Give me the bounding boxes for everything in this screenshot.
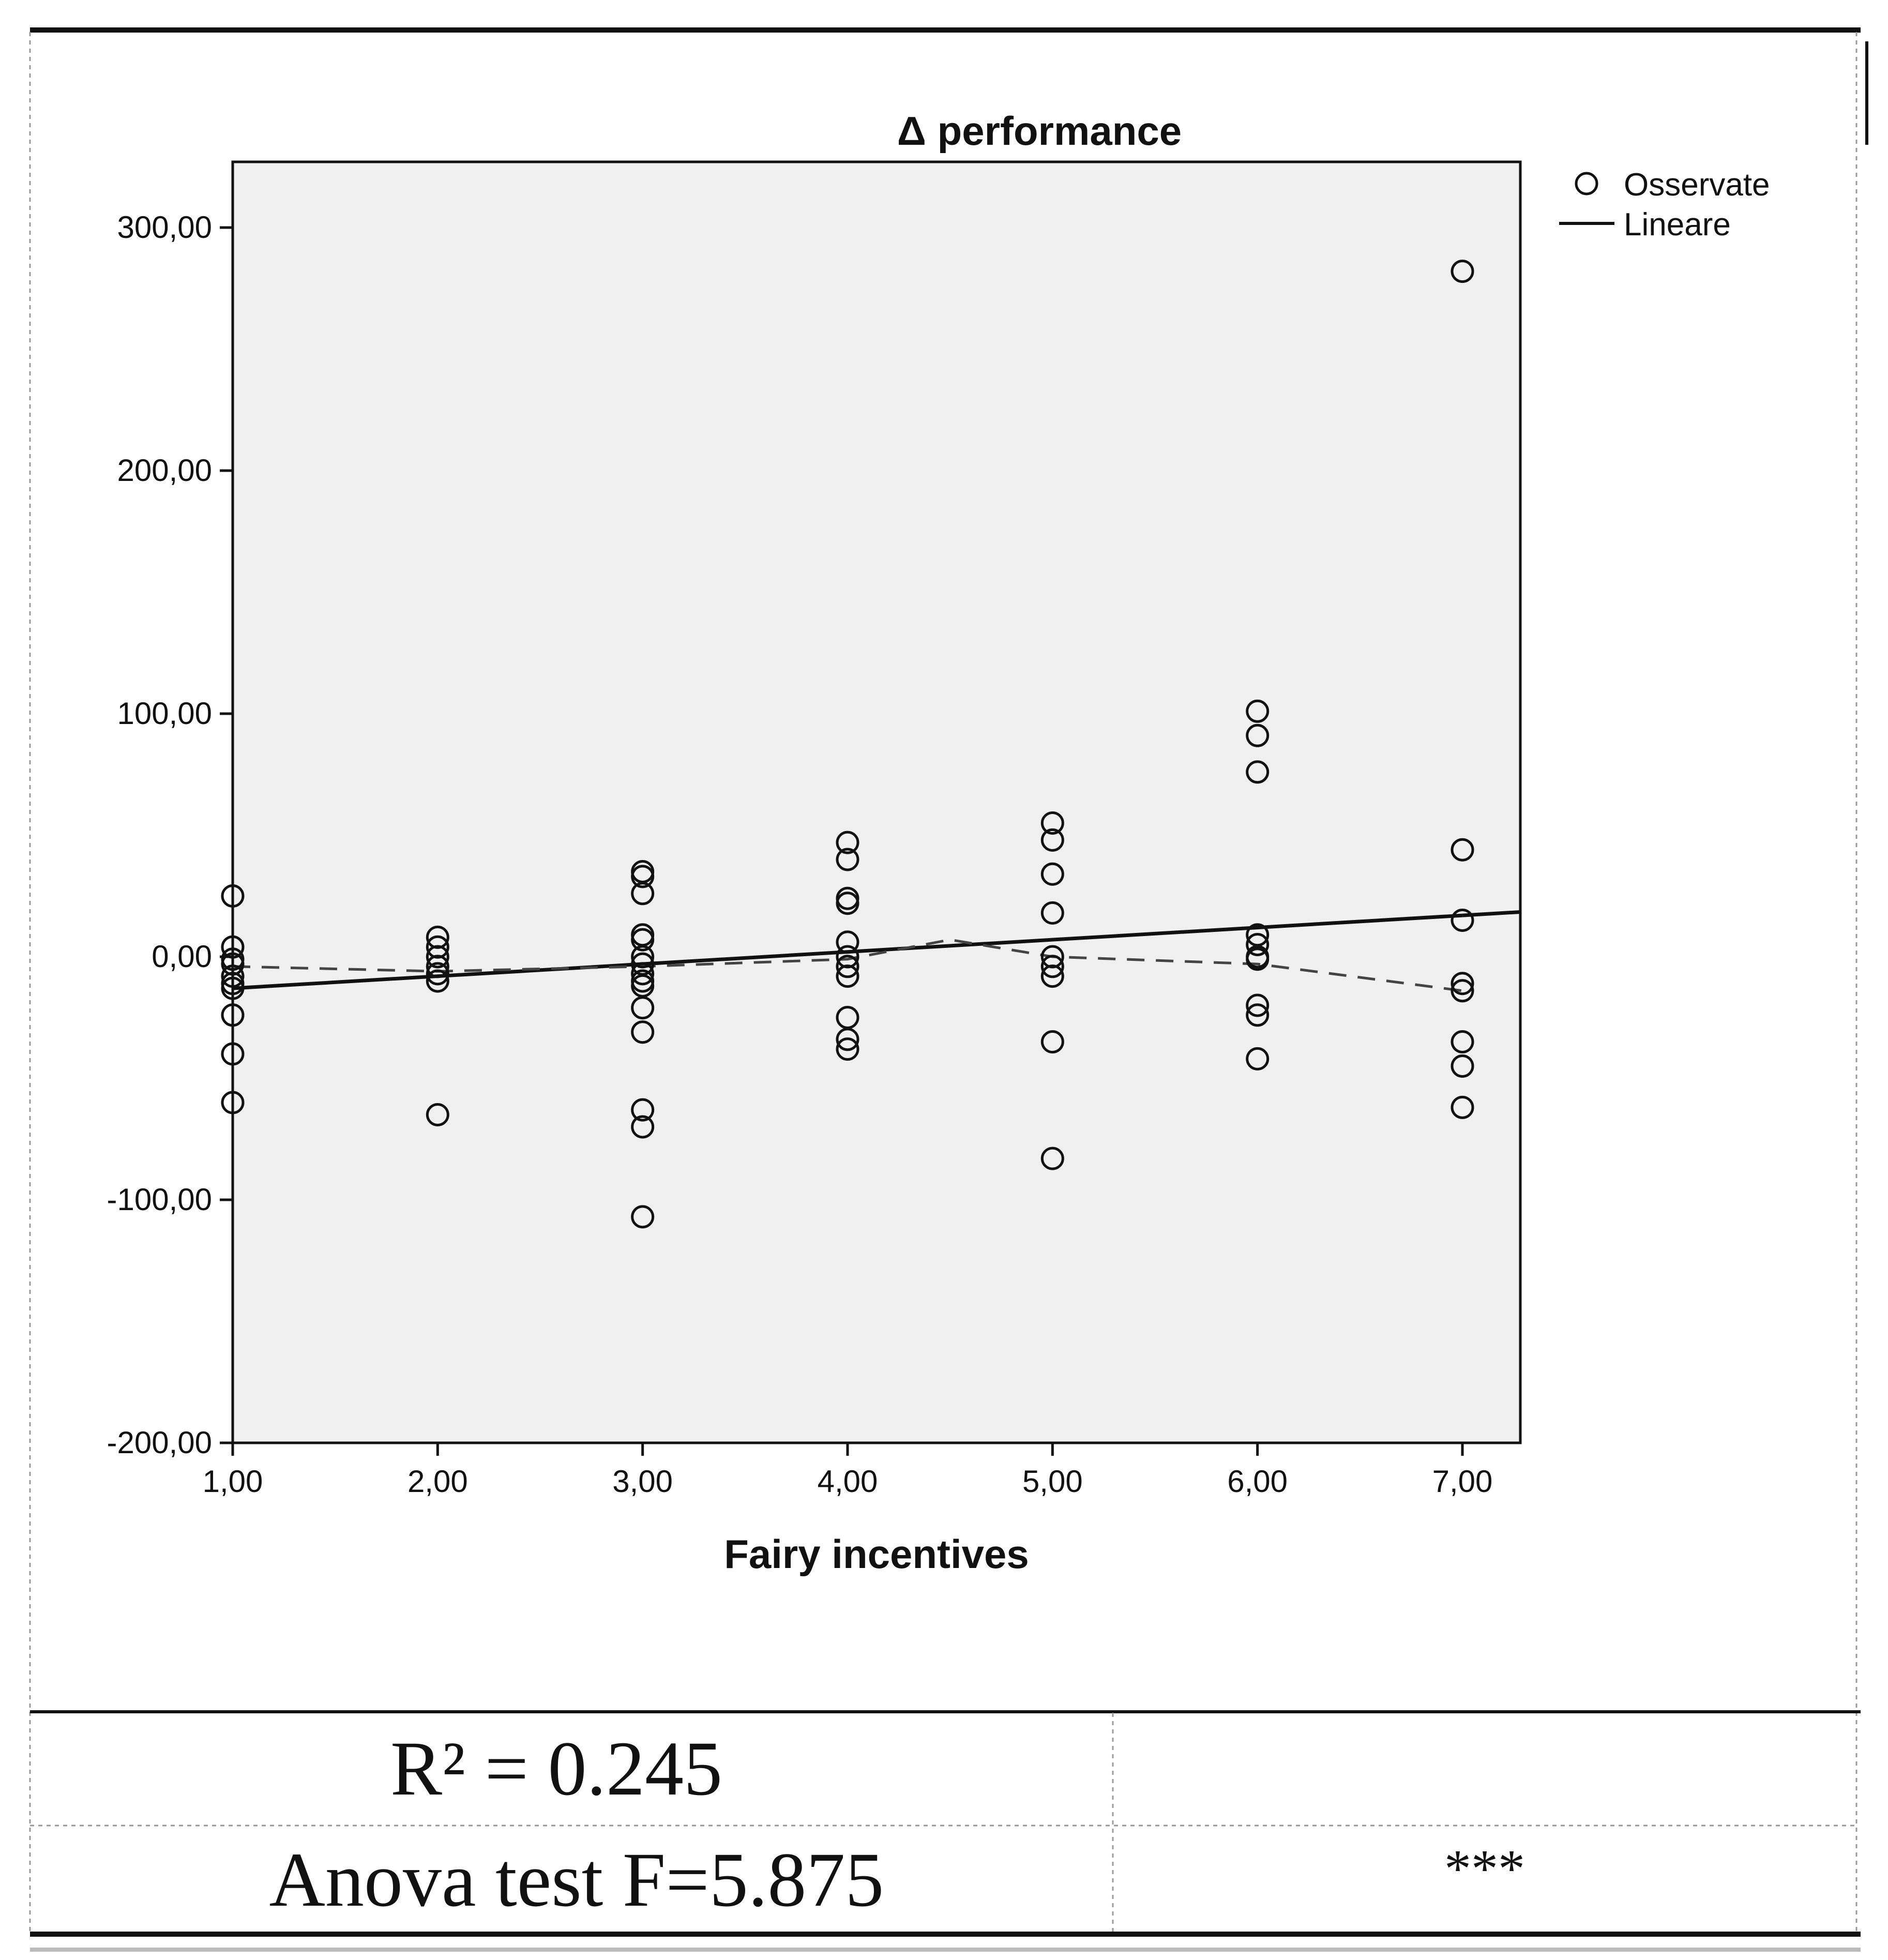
data-point <box>631 1098 655 1122</box>
x-tick-label: 4,00 <box>818 1464 878 1499</box>
x-tick-label: 1,00 <box>203 1464 263 1499</box>
anova-value: Anova test F=5.875 <box>269 1837 884 1923</box>
data-point <box>1040 964 1064 988</box>
x-tick-label: 2,00 <box>407 1464 468 1499</box>
figure-border <box>29 27 1868 1932</box>
data-point <box>631 865 655 888</box>
legend: Osservate Lineare <box>1559 167 1770 243</box>
data-point <box>1040 1030 1064 1053</box>
x-tick-label: 5,00 <box>1022 1464 1083 1499</box>
data-point <box>1040 901 1064 925</box>
data-point <box>836 848 859 871</box>
data-point <box>631 1020 655 1044</box>
data-point <box>631 996 655 1020</box>
data-point <box>1246 723 1270 747</box>
data-point <box>1451 838 1474 862</box>
chart-title: Δ performance <box>897 108 1182 154</box>
data-point <box>1451 260 1474 283</box>
data-point <box>631 962 655 986</box>
data-point <box>1246 933 1270 956</box>
data-point <box>836 892 859 915</box>
data-point <box>221 1003 245 1027</box>
data-point <box>631 1115 655 1139</box>
data-point <box>836 955 859 978</box>
x-tick-label: 3,00 <box>612 1464 673 1499</box>
data-point <box>221 884 245 908</box>
data-point <box>221 1091 245 1114</box>
legend-linear-label: Lineare <box>1624 207 1731 243</box>
data-point <box>426 962 449 986</box>
data-point <box>1246 1047 1270 1071</box>
data-point <box>1040 1147 1064 1170</box>
data-point <box>221 976 245 1000</box>
y-tick-label: 300,00 <box>117 210 212 245</box>
y-axis: 300,00 200,00 100,00 0,00 -100,00 -200,00 <box>107 210 233 1460</box>
data-point <box>1451 1030 1474 1053</box>
data-point <box>1451 979 1474 1003</box>
significance-marker: *** <box>1444 1839 1525 1898</box>
data-point <box>1451 1095 1474 1119</box>
data-point <box>836 1028 859 1051</box>
data-point <box>836 930 859 954</box>
data-point <box>631 882 655 906</box>
data-point <box>1246 699 1270 723</box>
data-point <box>1246 947 1270 971</box>
x-axis-title: Fairy incentives <box>724 1531 1029 1577</box>
data-point <box>426 955 449 978</box>
y-tick-label: 0,00 <box>152 939 212 974</box>
data-point <box>1040 828 1064 852</box>
plot-area <box>231 160 1522 1444</box>
data-point <box>1246 760 1270 784</box>
data-point <box>221 1042 245 1066</box>
y-tick-label: 100,00 <box>117 696 212 731</box>
data-point <box>836 964 859 988</box>
data-point <box>1451 1054 1474 1078</box>
y-tick-label: 200,00 <box>117 453 212 488</box>
data-point <box>1246 1003 1270 1027</box>
y-tick-label: -200,00 <box>107 1425 213 1460</box>
legend-observed-label: Osservate <box>1624 167 1770 203</box>
data-point <box>426 969 449 993</box>
data-point <box>1451 909 1474 932</box>
data-point <box>221 964 245 988</box>
data-point <box>1040 811 1064 835</box>
data-point <box>836 1037 859 1061</box>
data-point <box>426 945 449 969</box>
data-point <box>1040 862 1064 886</box>
y-tick-label: -100,00 <box>107 1182 213 1217</box>
stats-table <box>30 1710 1861 1952</box>
data-point <box>836 831 859 854</box>
legend-observed-marker <box>1575 172 1598 195</box>
data-point <box>1246 993 1270 1017</box>
x-axis: 1,00 2,00 3,00 4,00 5,00 6,00 7,00 <box>203 1443 1493 1499</box>
data-point <box>631 928 655 952</box>
data-point <box>631 945 655 969</box>
data-point <box>1040 955 1064 978</box>
data-point <box>221 935 245 959</box>
data-point <box>426 1103 449 1126</box>
data-point <box>1451 972 1474 996</box>
loess-dashed-line <box>232 938 1463 992</box>
r-squared-value: R² = 0.245 <box>390 1726 723 1812</box>
x-tick-label: 6,00 <box>1227 1464 1288 1499</box>
data-points <box>221 260 1474 1229</box>
data-point <box>631 1205 655 1229</box>
x-tick-label: 7,00 <box>1432 1464 1493 1499</box>
